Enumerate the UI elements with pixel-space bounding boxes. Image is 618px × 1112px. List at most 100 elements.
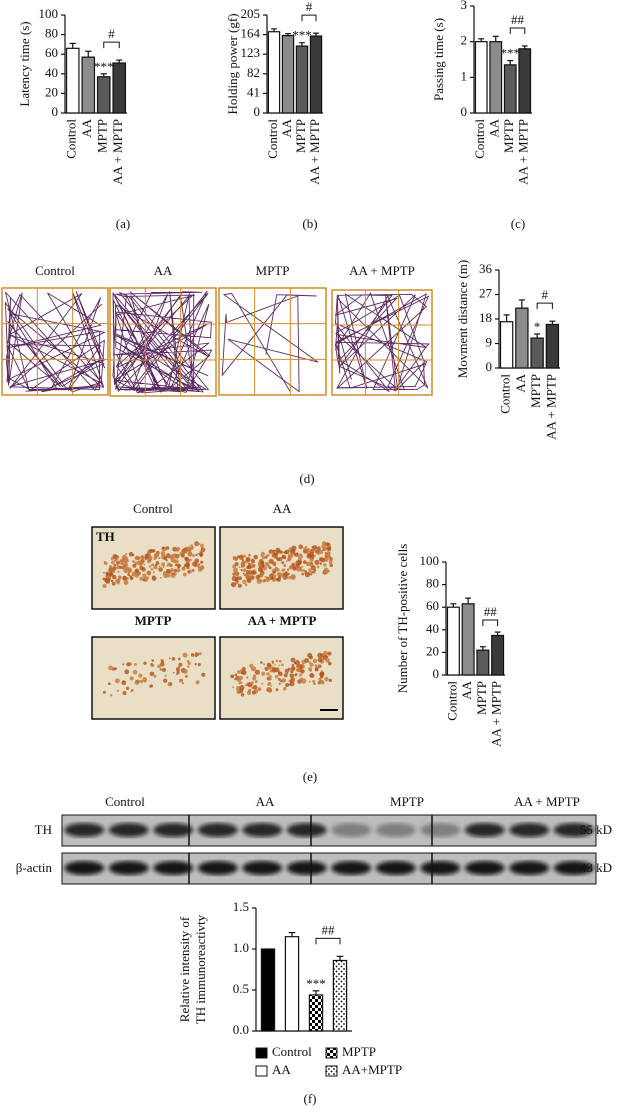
stained-cell [261, 682, 264, 685]
stained-cell [266, 563, 270, 567]
stained-cell [233, 572, 237, 576]
stained-cell [184, 557, 186, 559]
y-axis-label: Holding power (gf) [225, 13, 240, 114]
stained-cell [107, 578, 111, 581]
stained-cell [293, 661, 297, 665]
stained-cell [143, 661, 147, 665]
y-tick-label: 18 [479, 310, 492, 325]
stained-cell [158, 556, 161, 560]
y-tick-label: 100 [420, 553, 440, 568]
stained-cell [284, 550, 288, 555]
bar [295, 45, 309, 114]
stained-cell [251, 690, 256, 695]
blot-band [286, 861, 327, 875]
stained-cell [286, 672, 289, 675]
stained-cell [158, 567, 163, 572]
x-tick-label: Control [265, 119, 280, 159]
stained-cell [147, 555, 153, 561]
error-bar [503, 314, 510, 322]
stained-cell [161, 660, 165, 664]
stained-cell [299, 568, 303, 572]
y-axis-label: TH immunoreactivty [193, 914, 208, 1024]
stained-cell [304, 572, 310, 578]
open-field-label: AA + MPTP [349, 263, 415, 278]
y-tick-label: 0 [52, 104, 59, 119]
stained-cell [134, 568, 140, 573]
stained-cell [122, 575, 127, 581]
stained-cell [244, 583, 248, 587]
stained-cell [283, 673, 288, 678]
panel-label: (e) [303, 769, 317, 784]
blot-band [153, 861, 194, 875]
stained-cell [247, 553, 251, 557]
stained-cell [186, 665, 190, 668]
x-tick-label: AA [487, 118, 502, 137]
stained-cell [143, 680, 147, 683]
stained-cell [296, 668, 300, 672]
stained-cell [154, 552, 160, 558]
stained-cell [157, 664, 162, 669]
significance-bracket [509, 27, 526, 34]
stained-cell [288, 575, 292, 580]
stained-cell [182, 652, 188, 658]
stained-cell [266, 686, 272, 692]
stained-cell [317, 664, 322, 668]
open-field-label: AA [154, 263, 173, 278]
stained-cell [301, 572, 305, 576]
stained-cell [266, 553, 270, 557]
stained-cell [292, 667, 294, 670]
y-tick-label: 3 [461, 0, 468, 12]
error-bar [521, 45, 528, 49]
stained-cell [329, 563, 334, 568]
stained-cell [317, 552, 320, 556]
stained-cell [131, 572, 135, 577]
stained-cell [114, 678, 120, 684]
y-tick-label: 0 [254, 104, 261, 119]
error-bar [313, 32, 319, 37]
y-tick-label: 0 [433, 666, 440, 681]
stained-cell [200, 543, 204, 548]
stained-cell [233, 567, 238, 573]
bar [491, 634, 505, 676]
x-tick-label: Control [472, 119, 487, 159]
stained-cell [162, 566, 165, 568]
x-tick-label: AA [513, 373, 528, 392]
stained-cell [294, 552, 299, 557]
y-tick-label: 0 [486, 359, 493, 374]
track [221, 292, 319, 393]
stained-cell [306, 561, 311, 567]
stained-cell [160, 662, 165, 667]
stained-cell [275, 688, 279, 692]
significance-stars: *** [501, 46, 521, 61]
stained-cell [194, 558, 200, 564]
legend-label: Control [272, 1044, 312, 1059]
bar [309, 35, 323, 114]
error-bar [507, 59, 514, 65]
stained-cell [123, 556, 129, 562]
significance-bracket [103, 41, 120, 49]
histology-image [219, 526, 344, 610]
significance-mark: # [108, 26, 115, 41]
stained-cell [129, 575, 132, 578]
histology-label: Control [133, 501, 173, 516]
bar [474, 41, 488, 114]
stained-cell [135, 555, 139, 560]
bar [446, 606, 460, 676]
stained-cell [242, 579, 247, 585]
blot-band [553, 861, 594, 875]
x-tick-label: MPTP [528, 374, 543, 408]
stained-cell [302, 548, 309, 554]
y-tick-label: 82 [247, 65, 260, 80]
stained-cell [152, 672, 155, 674]
stained-cell [231, 582, 237, 588]
stained-cell [290, 670, 294, 674]
stained-cell [272, 549, 276, 553]
stained-cell [327, 651, 332, 656]
error-bar [336, 955, 344, 961]
stained-cell [242, 667, 245, 670]
blot-band [108, 823, 149, 837]
stained-cell [282, 568, 286, 572]
stained-cell [138, 560, 144, 566]
bar [81, 56, 96, 114]
